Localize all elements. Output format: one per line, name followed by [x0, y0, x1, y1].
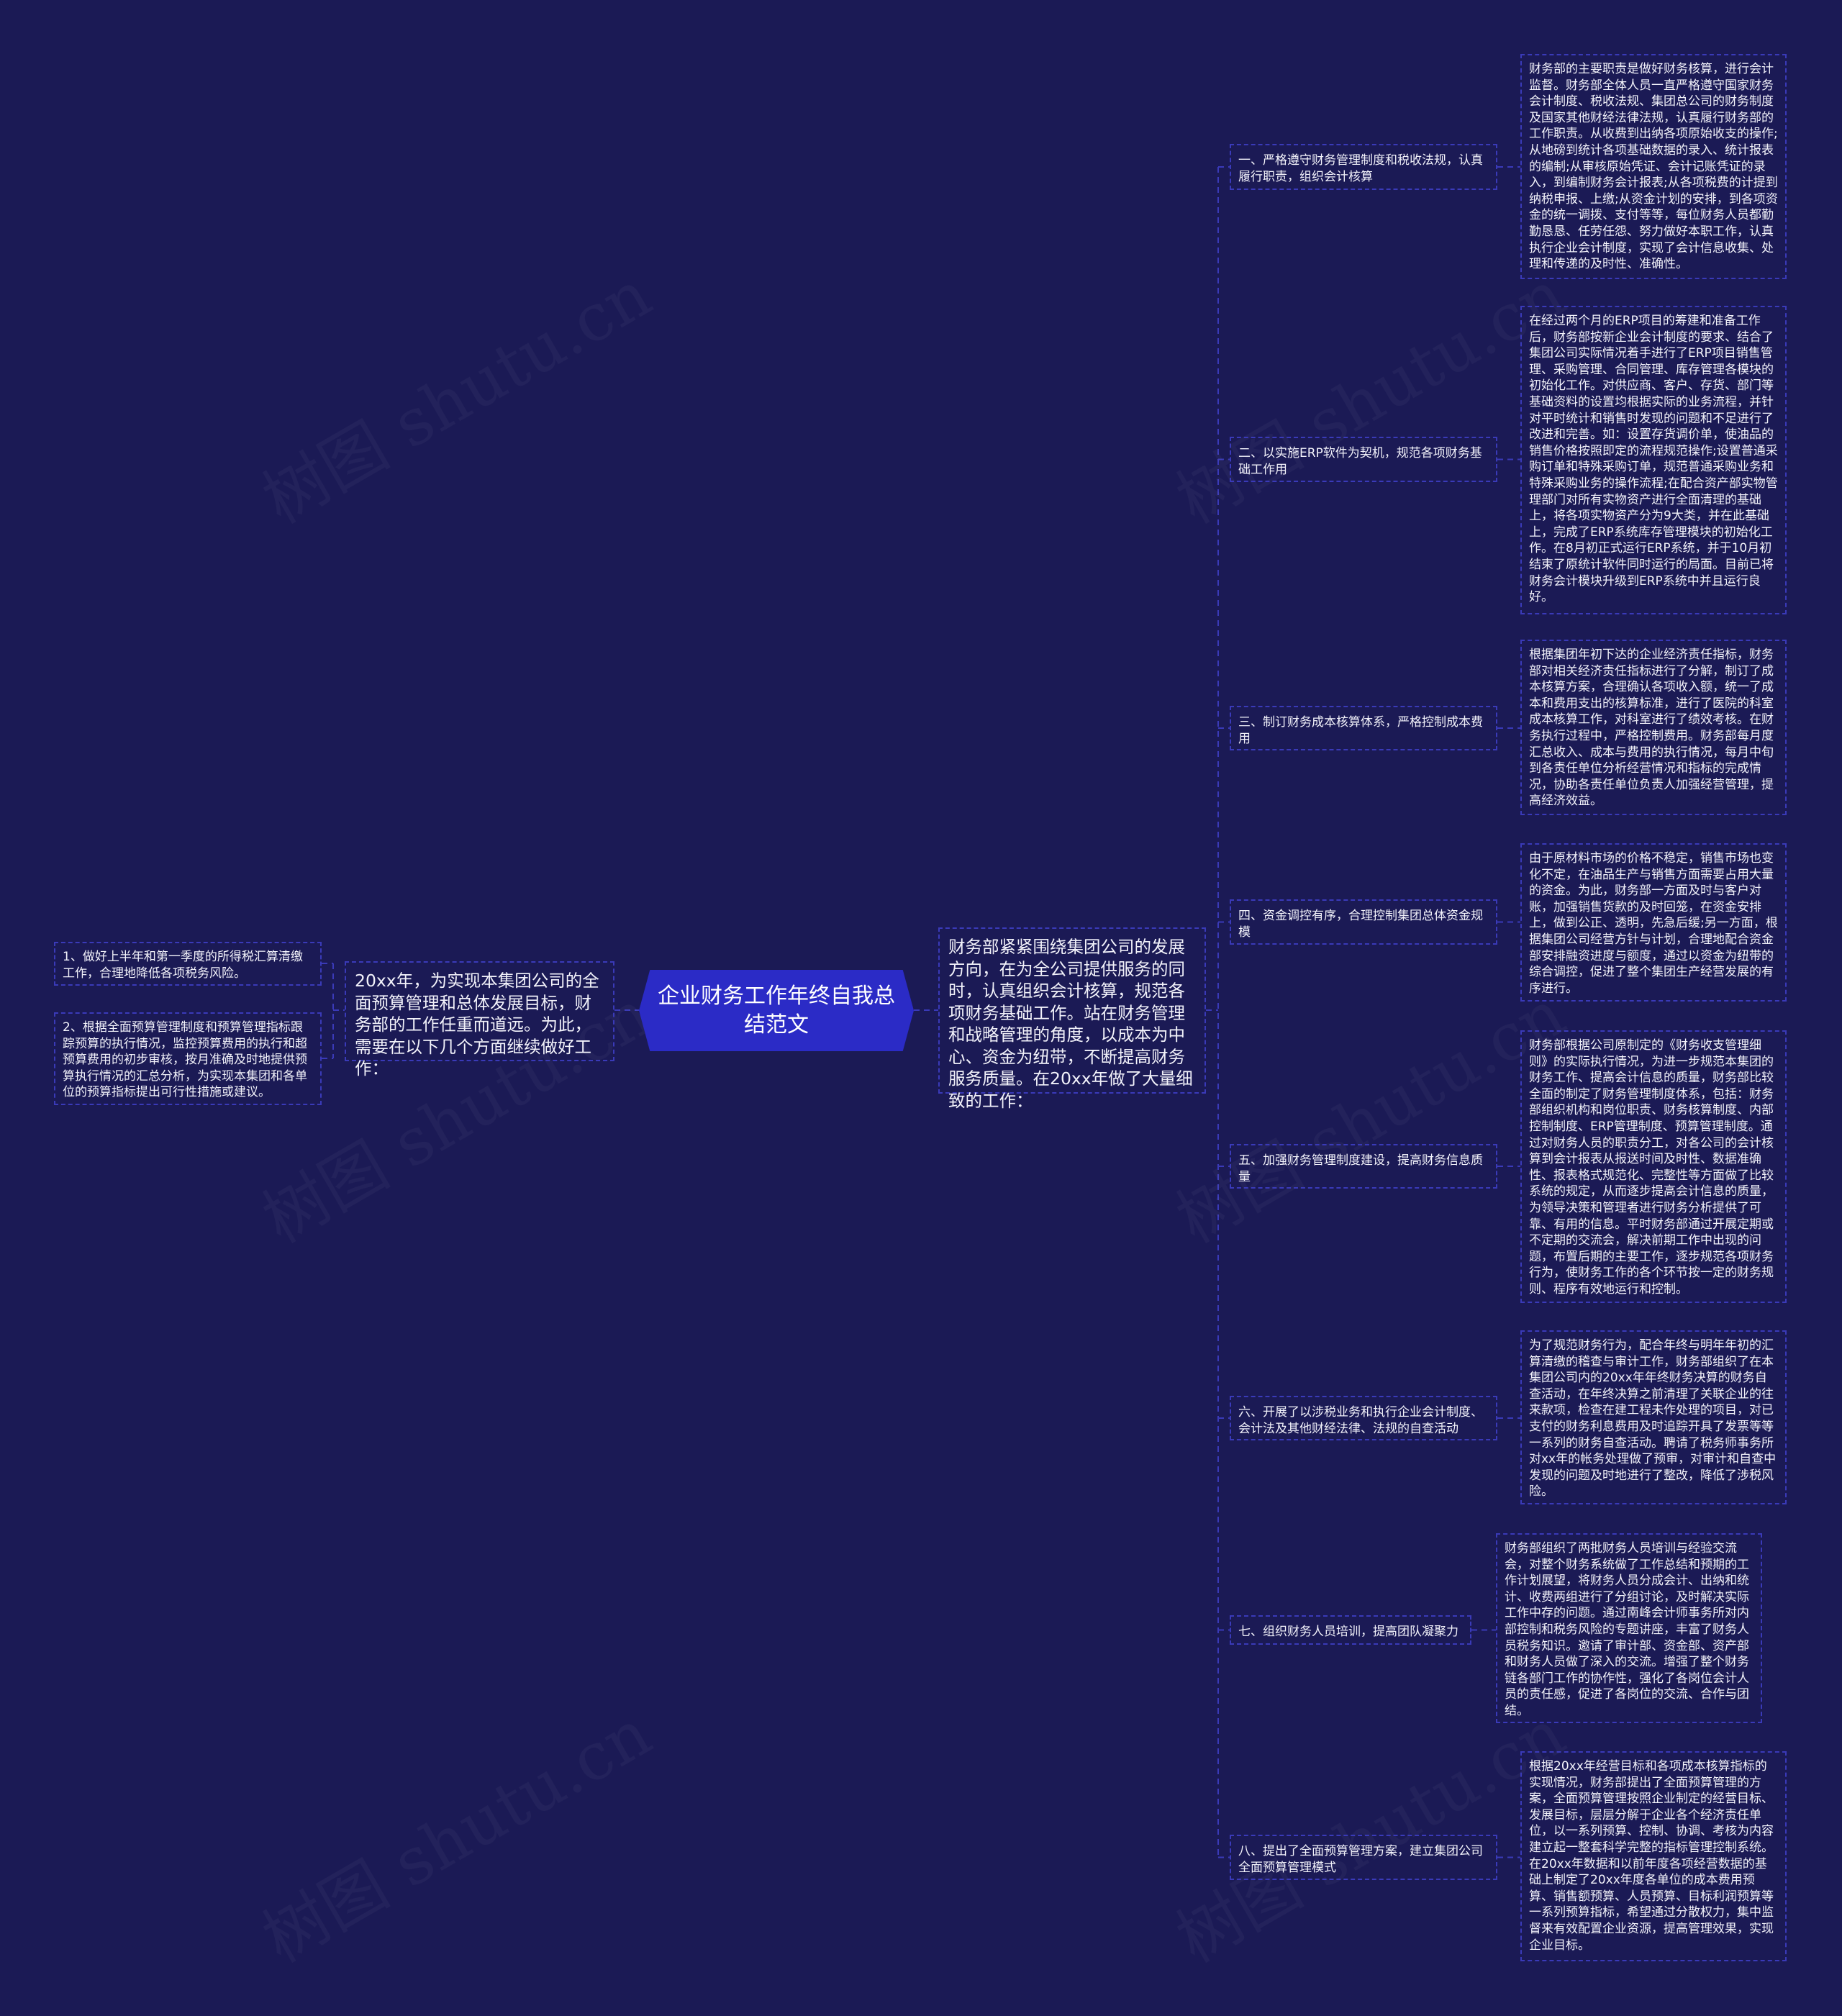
branch-detail-node[interactable]: 财务部组织了两批财务人员培训与经验交流会，对整个财务系统做了工作总结和预期的工作… — [1496, 1533, 1762, 1723]
branch-node[interactable]: 五、加强财务管理制度建设，提高财务信息质量 — [1230, 1144, 1497, 1189]
branch-detail-node[interactable]: 由于原材料市场的价格不稳定，销售市场也变化不定，在油品生产与销售方面需要占用大量… — [1520, 843, 1787, 1002]
left-item-node[interactable]: 1、做好上半年和第一季度的所得税汇算清缴工作，合理地降低各项税务风险。 — [54, 942, 322, 986]
branch-detail-node[interactable]: 根据20xx年经营目标和各项成本核算指标的实现情况，财务部提出了全面预算管理的方… — [1520, 1751, 1787, 1961]
left-item-node[interactable]: 2、根据全面预算管理制度和预算管理指标跟踪预算的执行情况，监控预算费用的执行和超… — [54, 1012, 322, 1105]
branch-detail-node[interactable]: 根据集团年初下达的企业经济责任指标，财务部对相关经济责任指标进行了分解，制订了成… — [1520, 640, 1787, 815]
branch-node[interactable]: 三、制订财务成本核算体系，严格控制成本费用 — [1230, 706, 1497, 750]
branch-node[interactable]: 二、以实施ERP软件为契机，规范各项财务基础工作用 — [1230, 437, 1497, 482]
branch-detail-node[interactable]: 为了规范财务行为，配合年终与明年年初的汇算清缴的稽查与审计工作，财务部组织了在本… — [1520, 1330, 1787, 1504]
right-intro-node[interactable]: 财务部紧紧围绕集团公司的发展方向，在为全公司提供服务的同时，认真组织会计核算，规… — [938, 927, 1206, 1111]
branch-node[interactable]: 六、开展了以涉税业务和执行企业会计制度、会计法及其他财经法律、法规的自查活动 — [1230, 1396, 1497, 1440]
branch-node[interactable]: 八、提出了全面预算管理方案，建立集团公司全面预算管理模式 — [1230, 1835, 1497, 1880]
branch-detail-node[interactable]: 财务部的主要职责是做好财务核算，进行会计监督。财务部全体人员一直严格遵守国家财务… — [1520, 54, 1787, 279]
branch-node[interactable]: 一、严格遵守财务管理制度和税收法规，认真履行职责，组织会计核算 — [1230, 144, 1497, 190]
root-title: 企业财务工作年终自我总结范文 — [658, 983, 895, 1037]
branch-detail-node[interactable]: 在经过两个月的ERP项目的筹建和准备工作后，财务部按新企业会计制度的要求、结合了… — [1520, 306, 1787, 614]
branch-node[interactable]: 七、组织财务人员培训，提高团队凝聚力 — [1230, 1615, 1471, 1645]
root-node[interactable]: 企业财务工作年终自我总结范文 — [639, 970, 914, 1051]
left-intro-node[interactable]: 20xx年，为实现本集团公司的全面预算管理和总体发展目标，财务部的工作任重而道远… — [345, 961, 614, 1079]
branch-node[interactable]: 四、资金调控有序，合理控制集团总体资金规模 — [1230, 899, 1497, 945]
branch-detail-node[interactable]: 财务部根据公司原制定的《财务收支管理细则》的实际执行情况，为进一步规范本集团的财… — [1520, 1030, 1787, 1303]
